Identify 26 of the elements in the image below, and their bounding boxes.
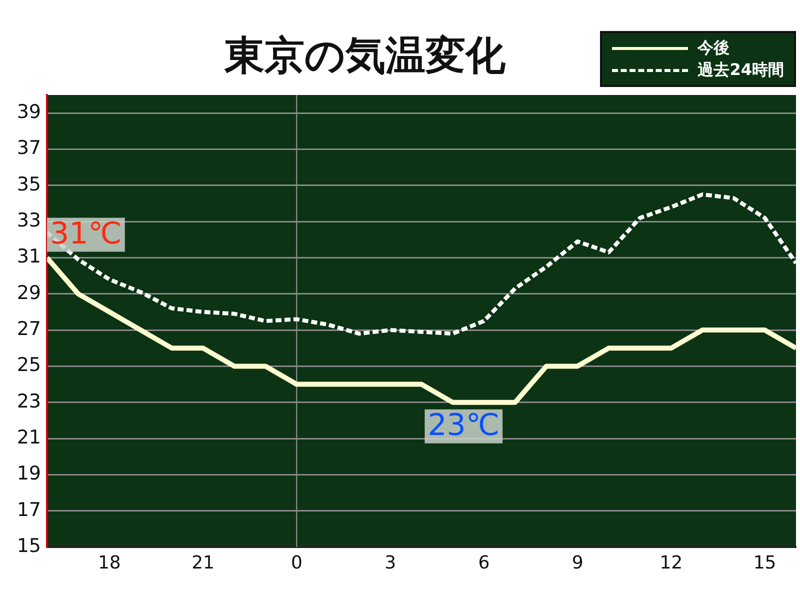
x-tick-label: 0: [290, 552, 302, 574]
y-tick-label: 21: [16, 426, 41, 448]
y-tick-label: 25: [16, 354, 41, 376]
annotation: 23℃: [428, 408, 500, 444]
x-tick-label: 21: [192, 552, 214, 574]
y-tick-label: 39: [16, 101, 41, 124]
chart-title: 東京の気温変化: [223, 32, 506, 81]
y-tick-label: 31: [16, 246, 41, 268]
x-tick-label: 15: [753, 552, 776, 574]
y-tick-label: 33: [16, 209, 41, 232]
x-tick-label: 12: [660, 552, 683, 574]
y-tick-label: 35: [16, 173, 41, 196]
y-tick-label: 19: [16, 462, 41, 485]
y-tick-label: 37: [16, 137, 41, 160]
x-tick-label: 18: [98, 552, 121, 574]
y-tick-label: 23: [16, 390, 41, 412]
legend-label: 今後: [698, 38, 730, 58]
y-tick-label: 15: [16, 534, 41, 557]
x-tick-label: 3: [384, 552, 396, 574]
annotation: 31℃: [50, 216, 122, 252]
y-tick-label: 17: [16, 498, 41, 521]
legend-label: 過去24時間: [698, 60, 784, 80]
x-tick-label: 9: [572, 552, 584, 574]
y-tick-label: 29: [16, 282, 41, 304]
x-tick-label: 6: [478, 552, 490, 574]
y-tick-label: 27: [16, 318, 41, 340]
